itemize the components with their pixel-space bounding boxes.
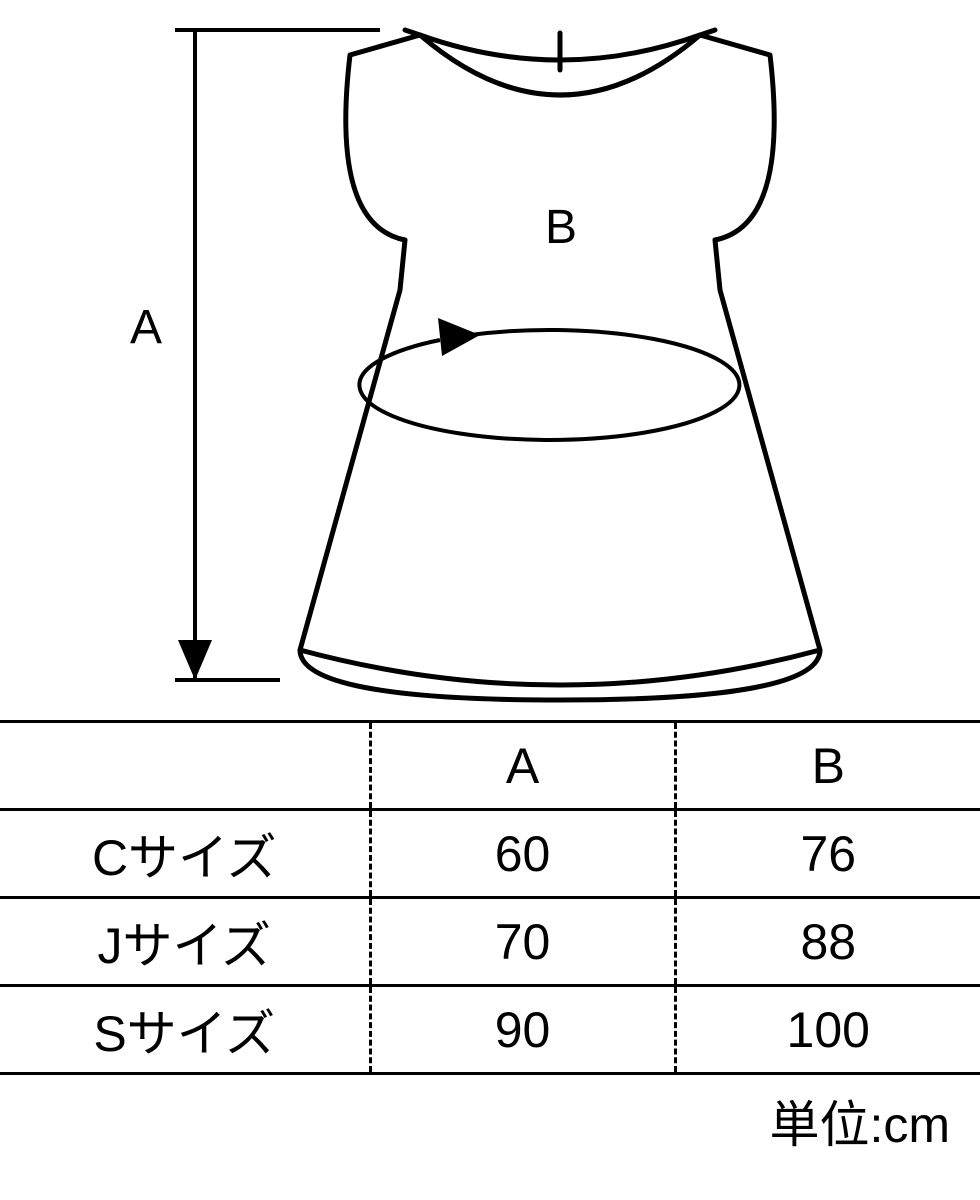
size-label: Jサイズ xyxy=(0,898,370,986)
table-header-row: A B xyxy=(0,722,980,810)
table-row: Jサイズ 70 88 xyxy=(0,898,980,986)
dimension-a xyxy=(175,30,380,680)
value-a: 60 xyxy=(370,810,675,898)
size-table: A B Cサイズ 60 76 Jサイズ 70 88 Sサイズ 90 100 単位… xyxy=(0,720,980,1157)
garment-diagram: A B xyxy=(0,0,980,720)
value-a: 90 xyxy=(370,986,675,1074)
label-a: A xyxy=(130,300,162,355)
size-label: Sサイズ xyxy=(0,986,370,1074)
value-b: 88 xyxy=(675,898,980,986)
dimension-b xyxy=(359,318,739,440)
unit-label: 単位:cm xyxy=(0,1075,980,1157)
header-blank xyxy=(0,722,370,810)
garment-outline xyxy=(300,30,820,700)
header-b: B xyxy=(675,722,980,810)
label-b: B xyxy=(545,200,577,255)
size-label: Cサイズ xyxy=(0,810,370,898)
garment-svg xyxy=(0,0,980,720)
value-b: 76 xyxy=(675,810,980,898)
header-a: A xyxy=(370,722,675,810)
value-b: 100 xyxy=(675,986,980,1074)
table-row: Sサイズ 90 100 xyxy=(0,986,980,1074)
table-row: Cサイズ 60 76 xyxy=(0,810,980,898)
value-a: 70 xyxy=(370,898,675,986)
